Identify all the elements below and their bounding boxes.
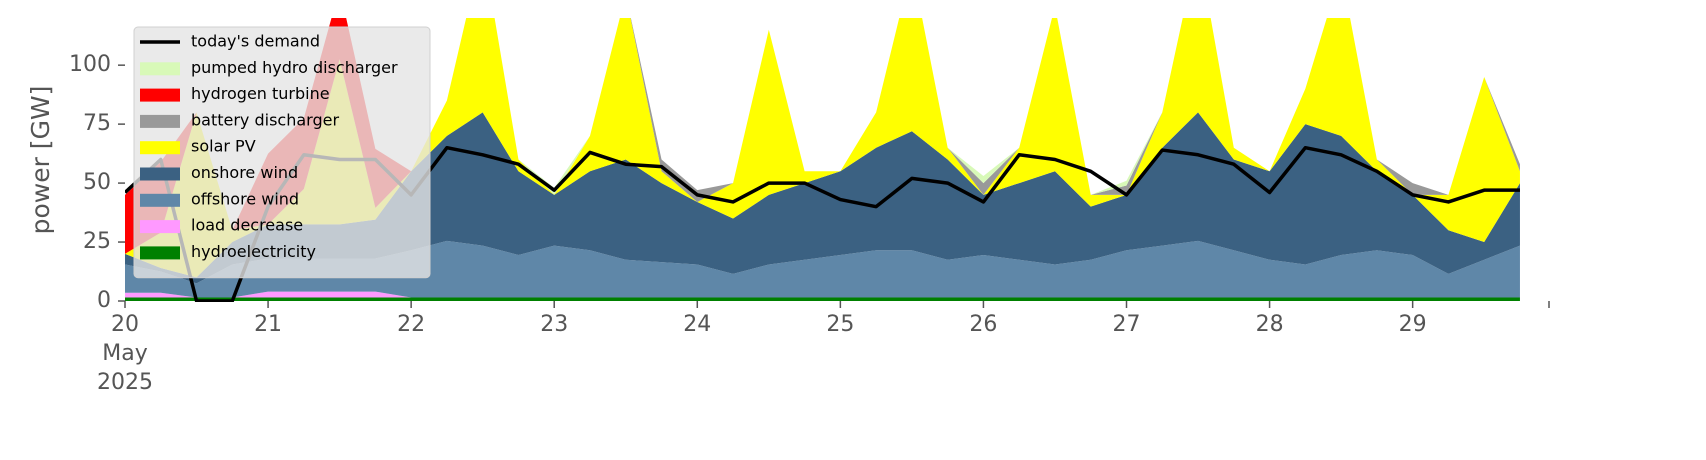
plot-area <box>125 18 1520 302</box>
y-axis-label: power [GW] <box>26 86 55 235</box>
tick-label-line: 21 <box>254 312 282 337</box>
legend-swatch <box>140 220 180 234</box>
legend-label: today's demand <box>191 32 320 51</box>
x-tick-label: 20 May 2025 <box>97 312 153 395</box>
legend-label: hydroelectricity <box>191 242 316 261</box>
tick-label-line: 23 <box>540 312 568 337</box>
x-tick-label: 26 <box>969 312 997 337</box>
legend-swatch <box>140 167 180 181</box>
x-tick-label: 23 <box>540 312 568 337</box>
tick-label-line: May <box>102 341 147 366</box>
area <box>125 291 1520 298</box>
y-tick-label: 25 <box>83 229 111 254</box>
tick-label-line: 20 <box>111 312 139 337</box>
tick-label-line: 22 <box>397 312 425 337</box>
x-tick-label: 29 <box>1399 312 1427 337</box>
tick-label-line: 2025 <box>97 370 153 395</box>
area <box>125 112 1520 284</box>
legend-swatch <box>140 193 180 207</box>
legend-label: offshore wind <box>191 189 299 208</box>
legend-swatch <box>140 88 180 102</box>
area <box>125 18 1520 278</box>
tick-label-line: 28 <box>1256 312 1284 337</box>
tick-label-line: 25 <box>826 312 854 337</box>
legend-label: load decrease <box>191 216 303 235</box>
x-tick-label: 22 <box>397 312 425 337</box>
x-tick-label: 25 <box>826 312 854 337</box>
x-tick-label: 28 <box>1256 312 1284 337</box>
legend-swatch <box>140 62 180 76</box>
legend-label: battery discharger <box>191 110 339 129</box>
x-tick-label: 21 <box>254 312 282 337</box>
area <box>125 297 1520 301</box>
legend-swatch <box>140 246 180 260</box>
y-tick-label: 0 <box>97 288 111 313</box>
x-tick-label: 27 <box>1113 312 1141 337</box>
legend-label: pumped hydro discharger <box>191 58 398 77</box>
tick-label-line: 29 <box>1399 312 1427 337</box>
tick-label-line: 26 <box>969 312 997 337</box>
x-tick-label: 24 <box>683 312 711 337</box>
axes: 0 25 50 75 100 20 May 2025 21 22 23 24 25 26 27 28 29 <box>69 52 1550 395</box>
legend-label: onshore wind <box>191 163 298 182</box>
tick-label-line: 24 <box>683 312 711 337</box>
tick-label-line: 27 <box>1113 312 1141 337</box>
y-tick-label: 75 <box>83 111 111 136</box>
legend-swatch <box>140 141 180 155</box>
legend-swatch <box>140 114 180 128</box>
legend-box <box>133 26 431 279</box>
y-tick-label: 50 <box>83 170 111 195</box>
legend-label: hydrogen turbine <box>191 84 330 103</box>
legend: today's demand pumped hydro discharger hyd… <box>133 26 431 279</box>
area <box>125 240 1520 298</box>
y-tick-label: 100 <box>69 52 111 77</box>
legend-label: solar PV <box>191 137 256 156</box>
